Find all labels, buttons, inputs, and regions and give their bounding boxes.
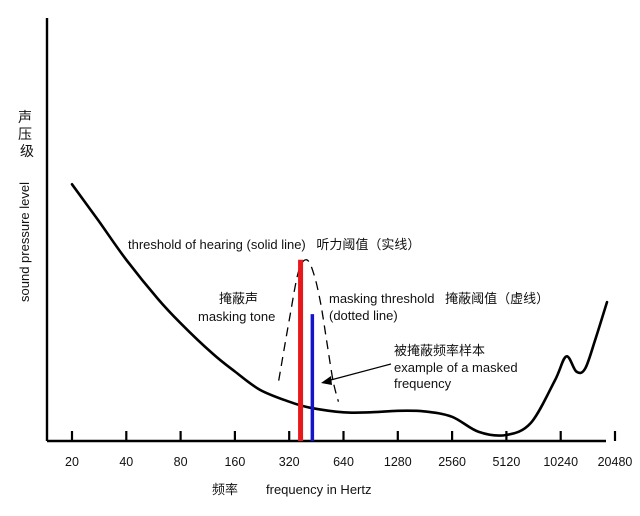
y-axis-label-cn-char-3: 级 <box>20 143 34 159</box>
x-axis-ticks <box>70 431 617 441</box>
masking-threshold-label-cn: 掩蔽阈值（虚线） <box>445 291 549 306</box>
x-axis-label-cn: 频率 <box>212 482 238 497</box>
masked-frequency-label-line-1: example of a masked <box>394 360 518 375</box>
x-tick-label: 10240 <box>543 455 578 469</box>
masked-frequency-label-line-2: frequency <box>394 376 452 391</box>
masked-frequency-pointer <box>326 363 392 382</box>
threshold-of-hearing-curve <box>70 183 609 437</box>
x-tick-label: 640 <box>333 455 354 469</box>
x-tick-label: 80 <box>174 455 188 469</box>
masked-frequency-arrowhead <box>321 376 332 385</box>
masking-tone-label: masking tone <box>198 309 275 324</box>
x-axis-tick-labels: 20 40 80 160 320 640 1280 2560 5120 10240 20480 <box>65 455 632 469</box>
y-axis-label: sound pressure level <box>17 182 32 302</box>
x-tick-label: 20 <box>65 455 79 469</box>
masking-threshold-curve <box>278 259 340 402</box>
hearing-threshold-label-en: threshold of hearing (solid line) <box>128 237 306 252</box>
x-tick-label: 5120 <box>492 455 520 469</box>
x-tick-label: 1280 <box>384 455 412 469</box>
x-tick-label: 20480 <box>598 455 633 469</box>
x-tick-label: 320 <box>279 455 300 469</box>
hearing-threshold-label-cn: 听力阈值（实线） <box>316 237 420 252</box>
x-tick-label: 160 <box>224 455 245 469</box>
x-tick-label: 40 <box>119 455 133 469</box>
masking-threshold-note: (dotted line) <box>329 308 398 323</box>
masked-frequency-label-cn: 被掩蔽频率样本 <box>394 343 485 358</box>
hearing-threshold-annotation: threshold of hearing (solid line) 听力阈值（实… <box>128 237 420 252</box>
masking-tone-label-cn: 掩蔽声 <box>219 291 258 306</box>
x-axis-label: frequency in Hertz <box>266 482 372 497</box>
y-axis-label-cn-char-1: 声 <box>18 109 32 125</box>
y-axis-label-cn-char-2: 压 <box>18 126 32 142</box>
x-tick-label: 2560 <box>438 455 466 469</box>
masking-threshold-annotation: masking threshold 掩蔽阈值（虚线） <box>329 291 549 306</box>
y-axis-label-cn: 声 压 级 <box>18 109 36 159</box>
masked-frequency-label: example of a masked frequency <box>394 360 521 391</box>
masking-threshold-label-en: masking threshold <box>329 291 435 306</box>
